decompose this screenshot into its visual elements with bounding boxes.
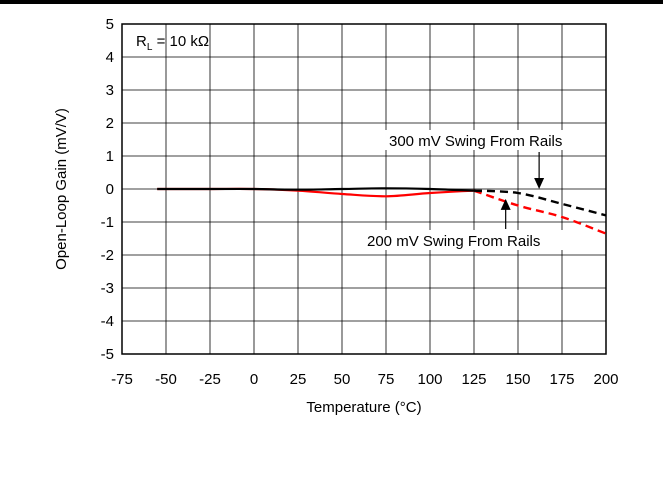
header-band xyxy=(0,0,663,4)
x-tick-label: 175 xyxy=(549,371,574,388)
x-tick-labels: -75 -50 -25 0 25 50 75 100 125 150 175 200 xyxy=(111,371,618,388)
x-tick-label: 75 xyxy=(378,371,395,388)
load-resistance-symbol: R xyxy=(136,33,147,50)
y-tick-label: 4 xyxy=(106,49,114,66)
annotation-200mv: 200 mV Swing From Rails xyxy=(367,233,540,250)
series-line-extrapolated xyxy=(473,189,607,217)
annotation-300mv: 300 mV Swing From Rails xyxy=(389,133,562,150)
x-tick-label: 150 xyxy=(505,371,530,388)
y-tick-labels: 5 4 3 2 1 0 -1 -2 -3 -4 -5 xyxy=(101,16,114,363)
y-tick-label: -5 xyxy=(101,346,114,363)
x-tick-label: 125 xyxy=(461,371,486,388)
x-axis-label: Temperature (°C) xyxy=(306,399,421,416)
data-series xyxy=(157,187,607,235)
x-tick-label: -75 xyxy=(111,371,133,388)
load-resistance-label: RL = 10 kΩ xyxy=(136,33,209,53)
x-tick-label: 200 xyxy=(593,371,618,388)
y-tick-label: -3 xyxy=(101,280,114,297)
annotation-300mv-bg xyxy=(384,130,602,150)
y-tick-label: -1 xyxy=(101,214,114,231)
y-tick-label: 2 xyxy=(106,115,114,132)
annotation-200mv-bg xyxy=(362,230,582,250)
arrow-200mv-head xyxy=(500,198,511,210)
arrow-300mv-head xyxy=(534,178,545,189)
y-tick-label: 0 xyxy=(106,181,114,198)
load-resistance-subscript: L xyxy=(147,42,153,53)
y-tick-label: 1 xyxy=(106,148,114,165)
y-tick-label: -2 xyxy=(101,247,114,264)
x-tick-label: 0 xyxy=(250,371,258,388)
plot-frame xyxy=(121,23,607,355)
y-tick-label: 3 xyxy=(106,82,114,99)
x-tick-label: -25 xyxy=(199,371,221,388)
x-tick-label: 100 xyxy=(417,371,442,388)
annotation-arrows xyxy=(500,152,545,229)
y-tick-label: 5 xyxy=(106,16,114,33)
series-line-extrapolated xyxy=(473,189,607,235)
y-axis-label: Open-Loop Gain (mV/V) xyxy=(53,108,70,270)
x-tick-label: 50 xyxy=(334,371,351,388)
x-tick-label: 25 xyxy=(290,371,307,388)
y-tick-label: -4 xyxy=(101,313,114,330)
load-resistance-value: = 10 kΩ xyxy=(152,33,209,50)
series-line-measured xyxy=(157,187,475,192)
x-tick-label: -50 xyxy=(155,371,177,388)
